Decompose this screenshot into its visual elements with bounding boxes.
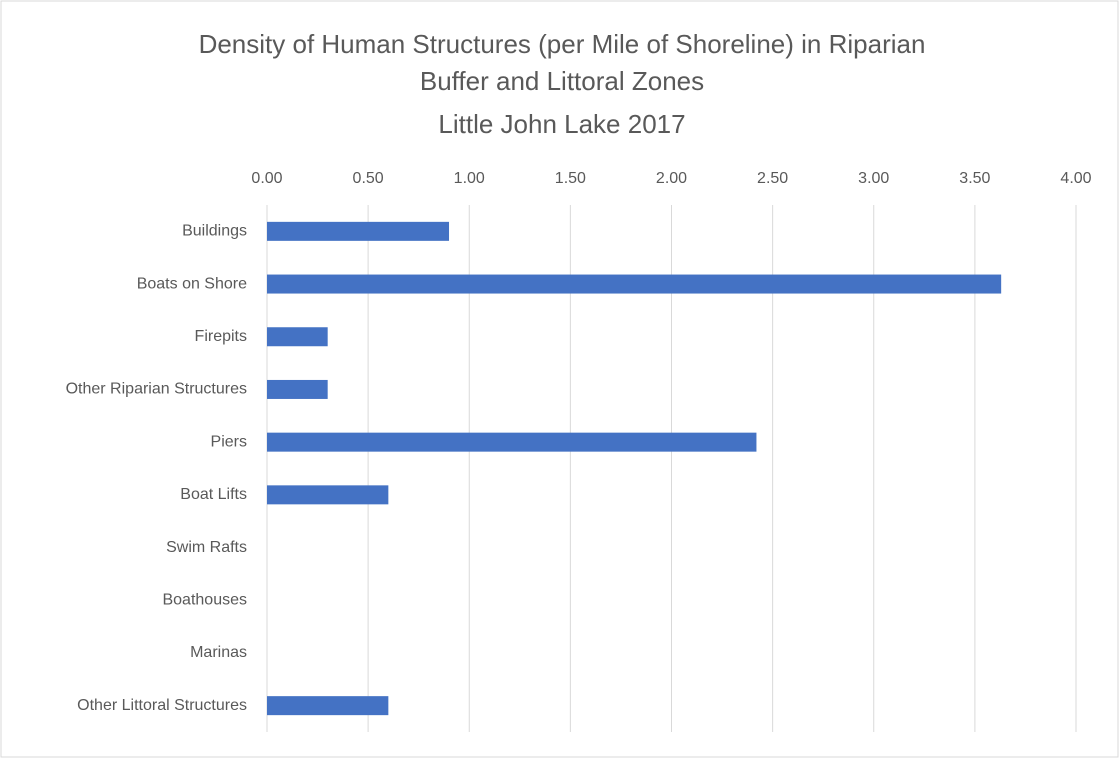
chart-title: Density of Human Structures (per Mile of… <box>199 29 926 59</box>
x-tick-label: 2.00 <box>656 170 687 187</box>
bar <box>267 379 328 399</box>
bar <box>267 221 450 241</box>
x-tick-label: 0.00 <box>251 170 282 187</box>
bar <box>267 274 1002 294</box>
x-tick-label: 1.00 <box>454 170 485 187</box>
x-tick-label: 0.50 <box>353 170 384 187</box>
y-tick-label: Firepits <box>195 328 247 345</box>
x-tick-label: 3.00 <box>858 170 889 187</box>
y-tick-label: Piers <box>211 433 247 450</box>
y-tick-label: Boat Lifts <box>180 486 247 503</box>
y-tick-label: Swim Rafts <box>166 539 247 556</box>
y-tick-label: Marinas <box>190 644 247 661</box>
bar <box>267 327 328 347</box>
chart-title: Little John Lake 2017 <box>438 109 685 139</box>
y-tick-label: Boathouses <box>162 591 247 608</box>
x-tick-label: 4.00 <box>1060 170 1091 187</box>
y-tick-label: Other Littoral Structures <box>77 697 247 714</box>
y-tick-label: Buildings <box>182 223 247 240</box>
bar <box>267 696 389 716</box>
x-tick-label: 1.50 <box>555 170 586 187</box>
y-tick-label: Other Riparian Structures <box>66 381 247 398</box>
chart-title: Buffer and Littoral Zones <box>420 66 704 96</box>
y-tick-label: Boats on Shore <box>137 275 247 292</box>
x-tick-label: 3.50 <box>959 170 990 187</box>
bar <box>267 432 757 452</box>
x-tick-label: 2.50 <box>757 170 788 187</box>
bar <box>267 485 389 505</box>
